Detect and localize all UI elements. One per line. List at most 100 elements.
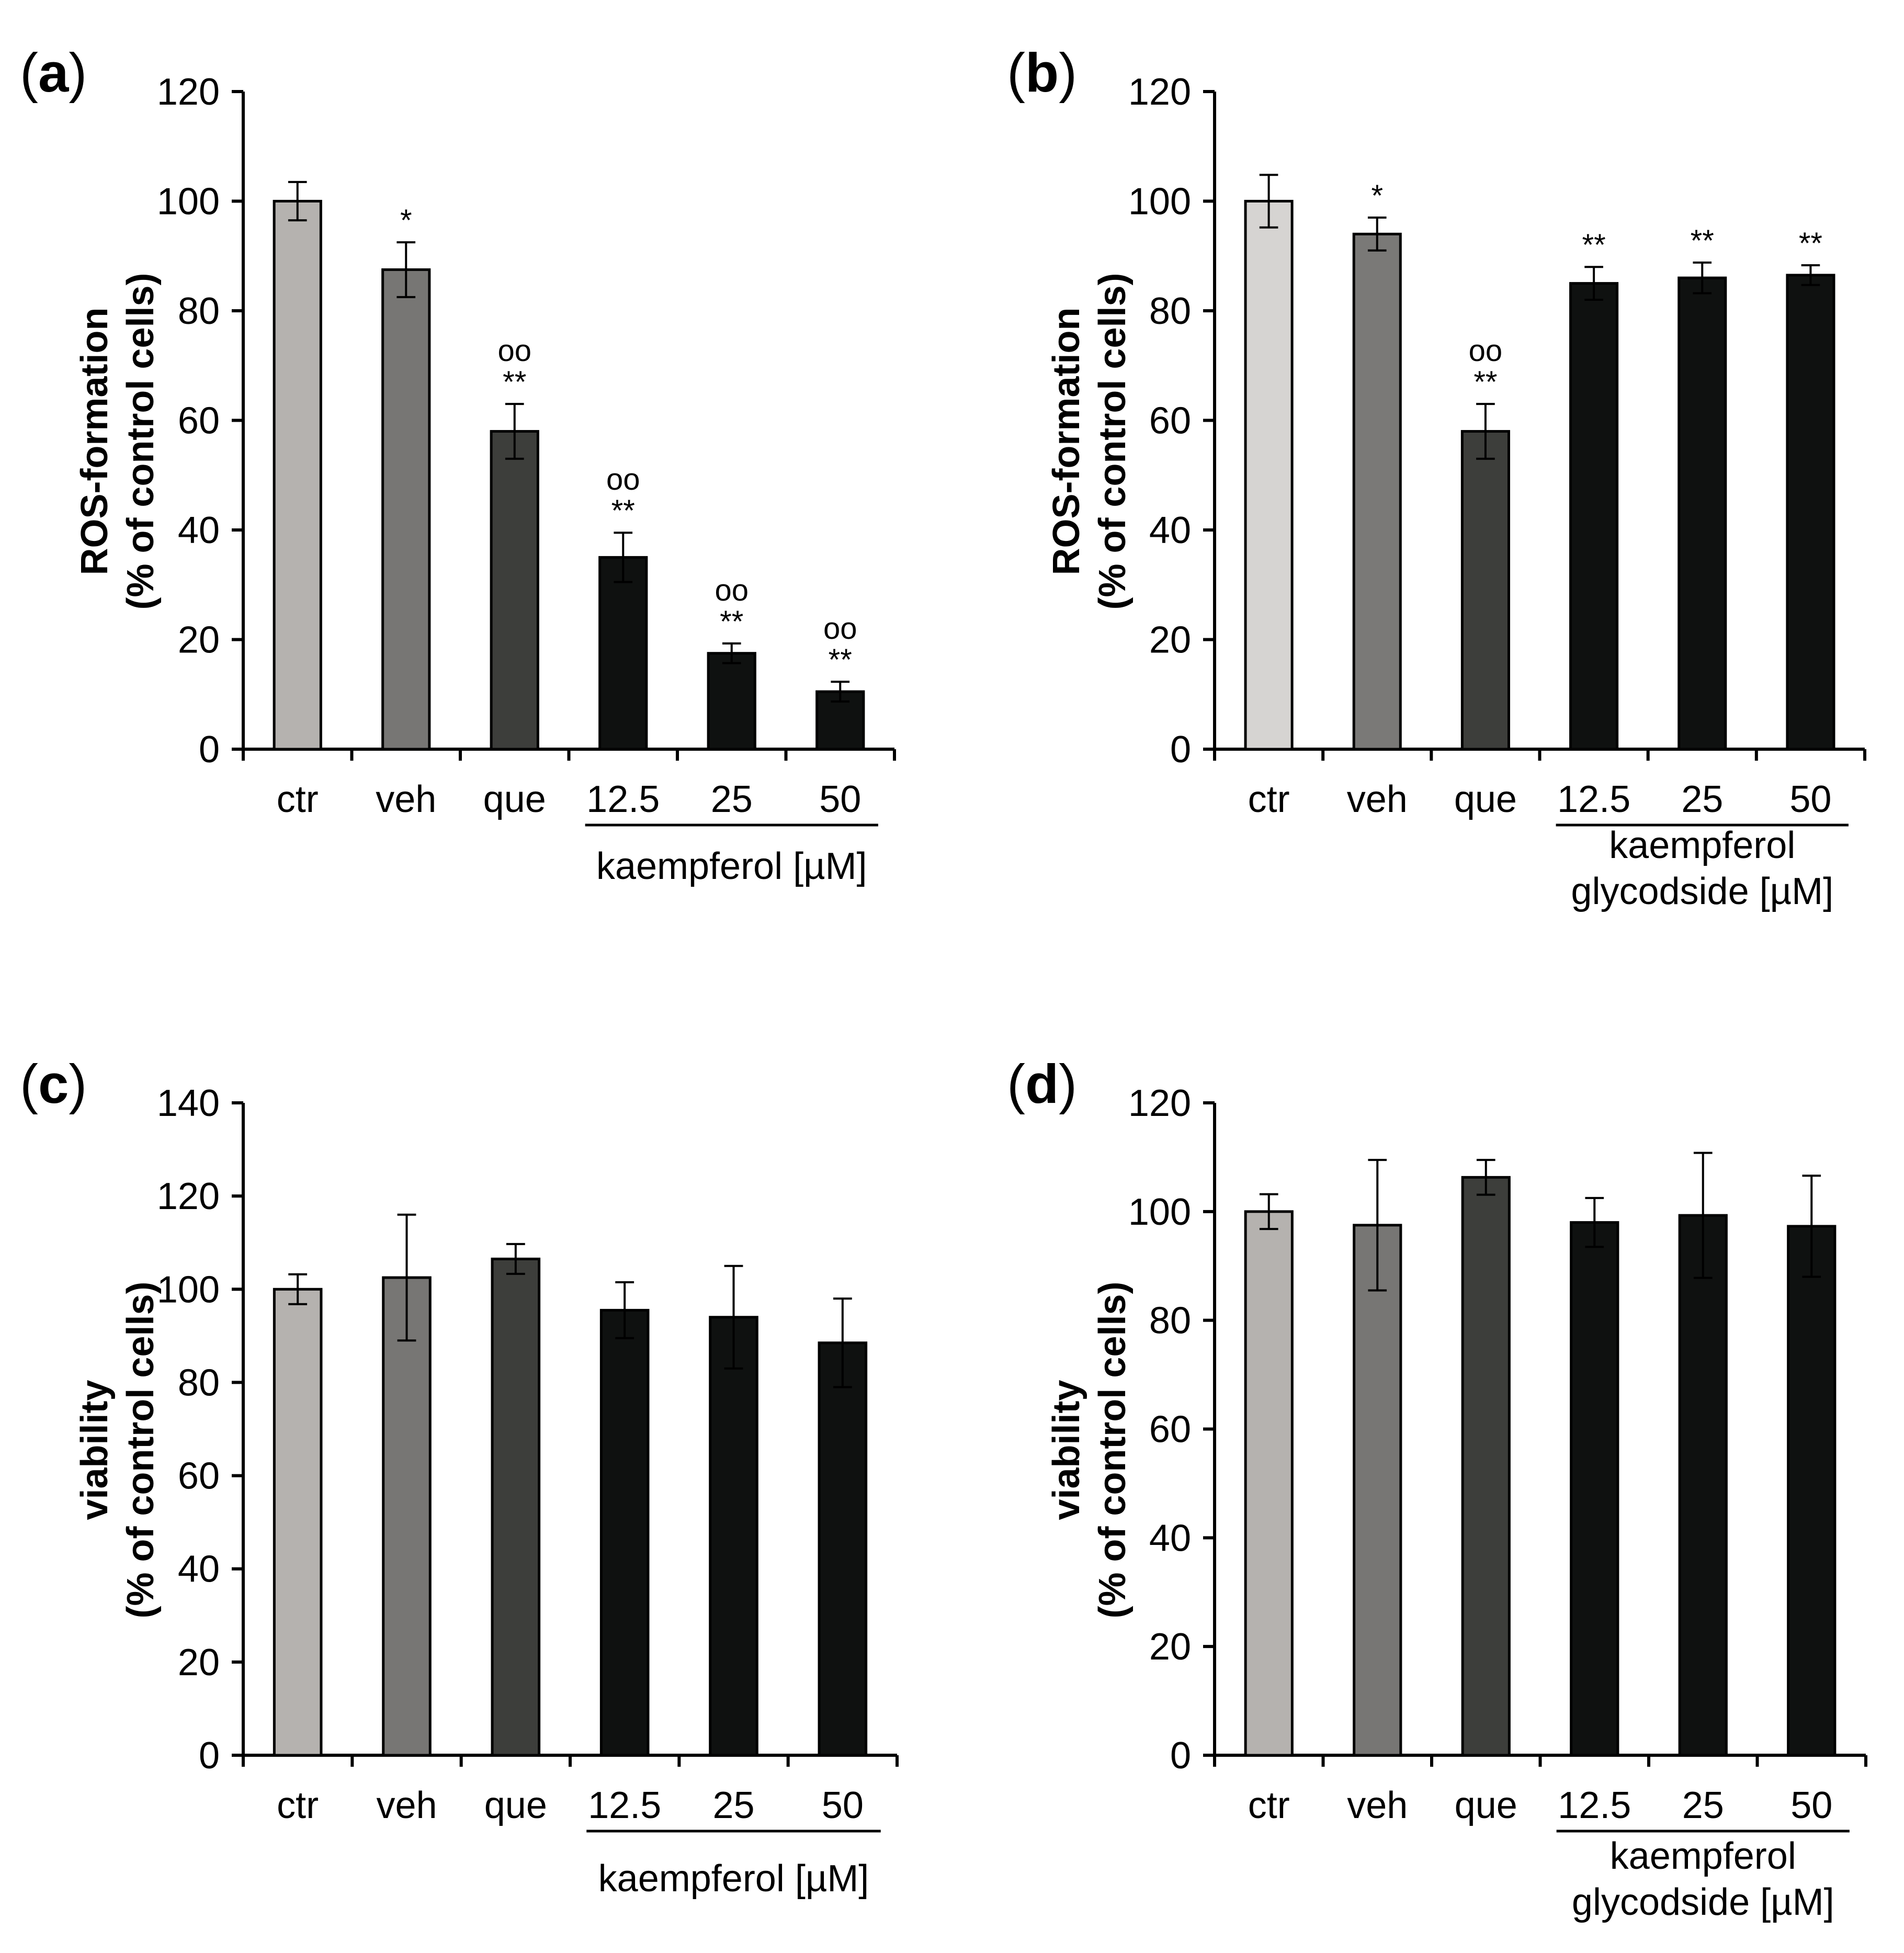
y-tick-label: 20 [1149,619,1191,661]
significance-star: ** [503,365,526,399]
panel-letter-char: a [38,42,70,104]
bar-veh [382,1276,432,1757]
y-tick-label: 140 [157,1082,220,1124]
significance-star: ** [1582,228,1606,262]
y-tick-label: 120 [157,71,220,113]
bar-50 [1787,1225,1837,1757]
y-tick-label: 100 [157,1269,220,1311]
y-axis-label-line2: (% of control cells) [1092,273,1134,609]
y-tick-label: 80 [178,1362,220,1404]
y-tick-label: 100 [1128,181,1191,223]
y-tick-label: 20 [178,619,220,661]
significance-star: ** [611,494,635,528]
y-tick-label: 40 [178,1549,220,1590]
group-label: glycodside [µM] [1571,871,1833,912]
significance-star: ** [1691,224,1714,258]
bar-veh [1353,1224,1402,1757]
x-category-label: 50 [1790,1785,1832,1826]
panel-letter: (a) [20,42,87,104]
x-category-label: 25 [711,778,753,820]
x-category-label: 50 [819,778,861,820]
x-category-label: 12.5 [588,1785,661,1826]
y-tick-label: 20 [1149,1626,1191,1668]
x-category-label: veh [1347,1785,1408,1826]
y-axis-label-line1: ROS-formation [1046,308,1087,575]
x-category-label: 12.5 [586,778,660,820]
bar-12.5 [599,1308,650,1757]
y-tick-label: 40 [178,510,220,551]
group-label: kaempferol [µM] [596,845,867,887]
y-tick-label: 120 [1128,71,1191,113]
panel-letter-close: ) [69,1054,87,1115]
x-category-label: 12.5 [1558,1785,1631,1826]
y-tick-label: 100 [1128,1191,1191,1233]
bar-50 [1786,274,1835,751]
bar-12.5 [1569,282,1619,751]
panel-letter: (d) [1007,1054,1077,1115]
group-label: glycodside [µM] [1572,1881,1834,1923]
y-axis-label: viability (% of control cells) [1046,1281,1134,1618]
significance-star: ** [720,605,743,639]
bar-25 [1678,276,1727,751]
y-tick-label: 60 [1149,400,1191,442]
x-category-label: ctr [1248,778,1290,820]
y-axis-label: viability (% of control cells) [74,1281,162,1618]
y-axis-label-line2: (% of control cells) [120,273,162,609]
y-tick-label: 100 [157,181,220,223]
bar-que [491,1257,541,1757]
significance-star: ** [1474,365,1497,399]
bar-12.5 [1570,1221,1619,1757]
y-axis-label-line1: viability [74,1380,116,1520]
y-tick-label: 20 [178,1642,220,1684]
x-category-label: que [1454,778,1517,820]
x-category-label: 25 [712,1785,754,1826]
bar-que [490,430,539,751]
y-axis-label-line2: (% of control cells) [120,1281,162,1618]
x-category-label: que [1455,1785,1517,1826]
significance-star: ** [829,643,852,677]
group-label: kaempferol [1610,1835,1796,1877]
panel-letter-open: ( [1007,1054,1025,1115]
significance-circle: oo [823,612,857,646]
bar-ctr [273,200,322,751]
bar-que [1461,1176,1511,1757]
y-tick-label: 120 [157,1176,220,1217]
y-tick-label: 60 [1149,1409,1191,1451]
y-tick-label: 120 [1128,1082,1191,1124]
x-category-label: 25 [1682,1785,1724,1826]
significance-circle: oo [606,462,640,496]
x-category-label: veh [376,1785,437,1826]
y-tick-label: 40 [1149,510,1191,551]
significance-star: * [400,204,412,238]
panel-a: (a)020406080100120ctr*veh**ooque**oo12.5… [20,42,896,887]
y-tick-label: 0 [199,729,220,771]
y-tick-label: 80 [178,290,220,332]
y-tick-label: 0 [1170,1735,1191,1777]
bar-25 [709,1316,758,1757]
bar-50 [818,1341,868,1757]
y-tick-label: 60 [178,400,220,442]
significance-circle: oo [1469,334,1503,368]
x-category-label: que [483,778,546,820]
x-category-label: 50 [822,1785,864,1826]
y-tick-label: 0 [199,1735,220,1777]
x-category-label: veh [1347,778,1408,820]
significance-circle: oo [497,334,531,368]
bar-veh [381,268,431,751]
x-category-label: ctr [277,778,319,820]
x-category-label: que [484,1785,547,1826]
group-label: kaempferol [µM] [598,1858,869,1900]
x-category-label: 12.5 [1557,778,1630,820]
y-tick-label: 80 [1149,1300,1191,1342]
y-tick-label: 40 [1149,1517,1191,1559]
y-tick-label: 0 [1170,729,1191,771]
significance-star: * [1371,179,1383,213]
panel-letter-char: b [1025,42,1059,104]
panel-letter-open: ( [1007,42,1025,104]
x-category-label: ctr [277,1785,319,1826]
panel-letter-open: ( [20,42,38,104]
panel-letter-close: ) [69,42,87,104]
panel-b: (b)020406080100120ctr*veh**ooque**12.5**… [1007,42,1866,912]
significance-circle: oo [715,573,749,607]
